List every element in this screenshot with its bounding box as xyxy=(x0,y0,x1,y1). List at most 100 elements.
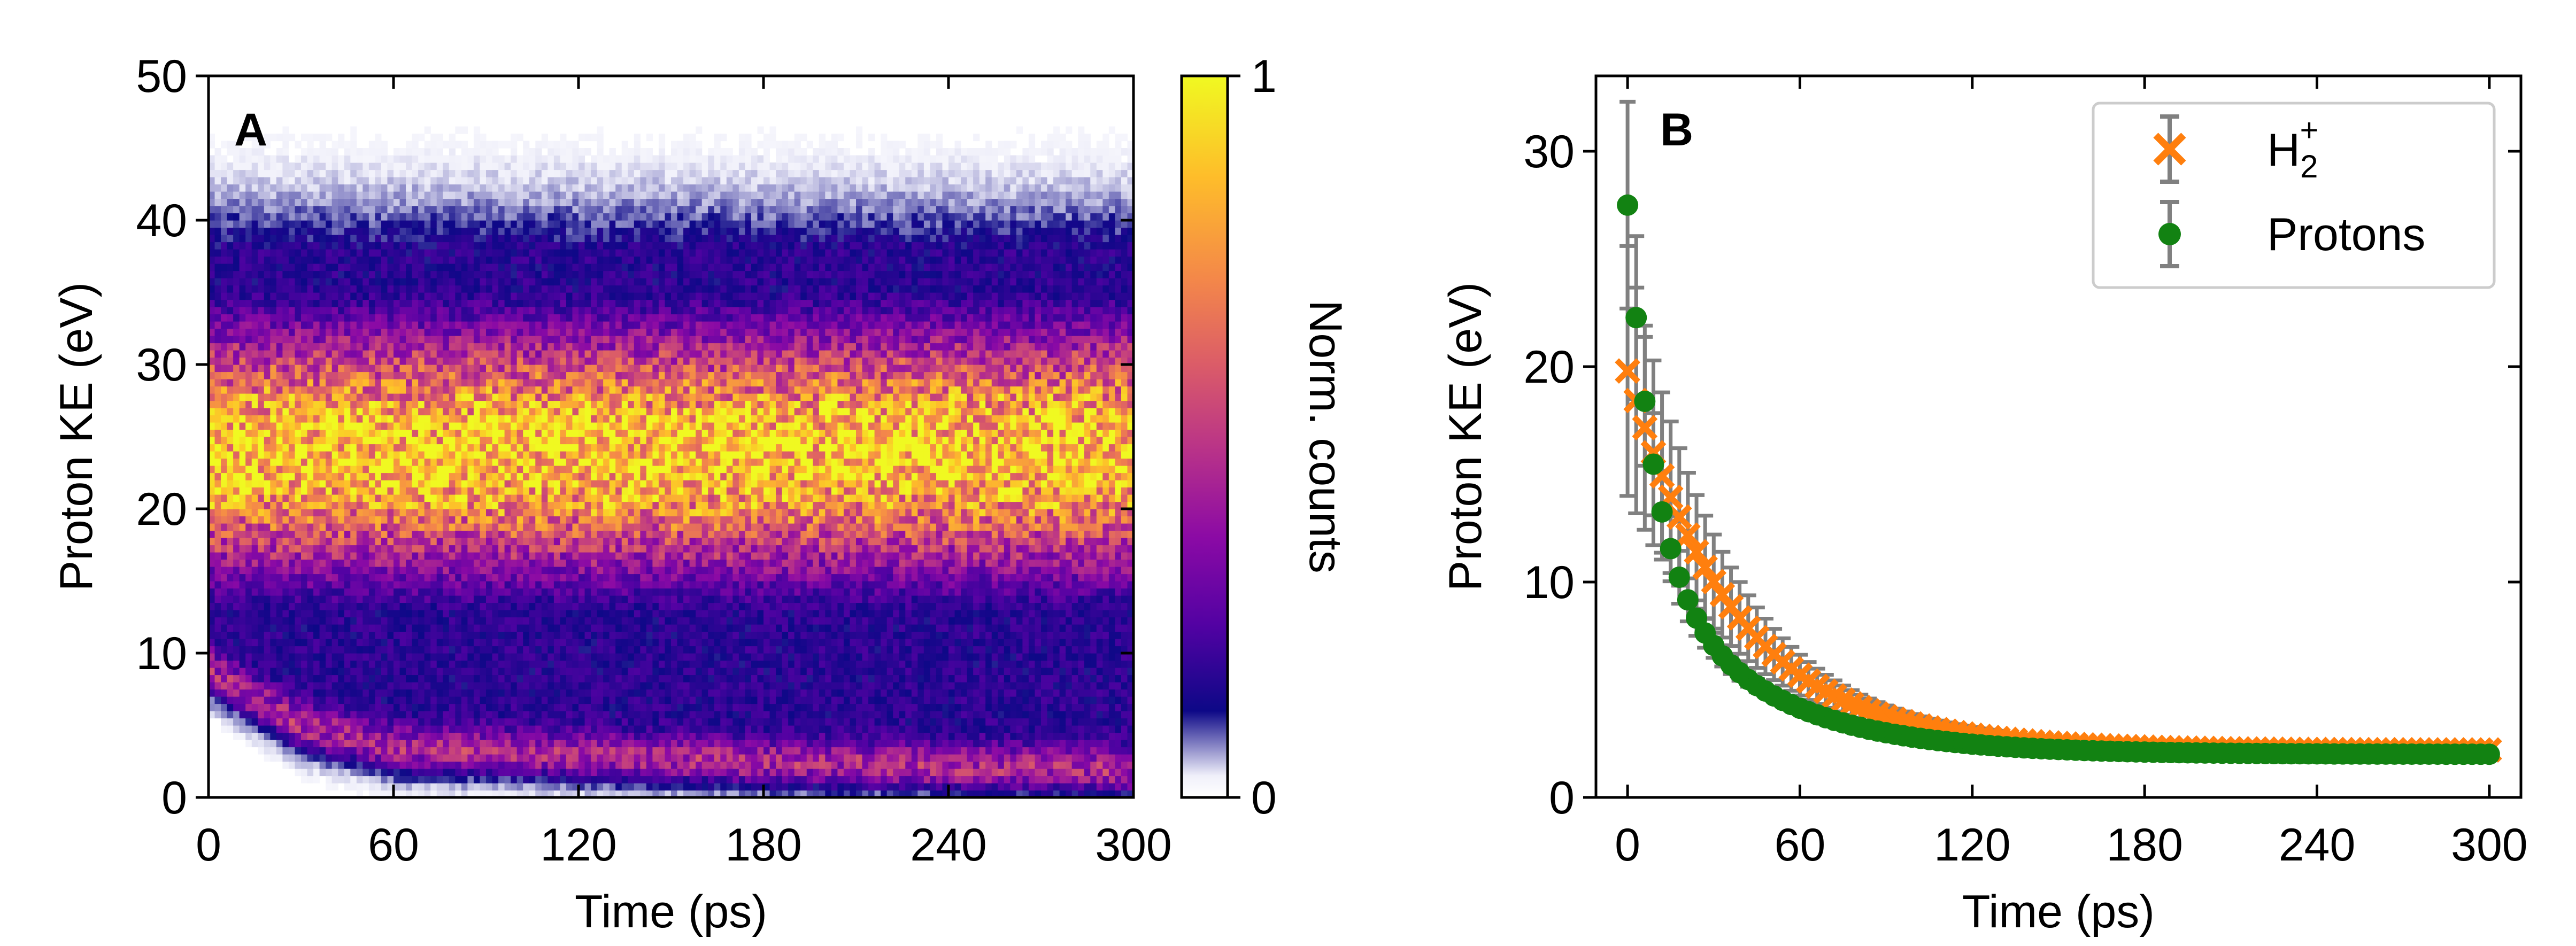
heatmap-cell xyxy=(282,567,289,575)
heatmap-cell xyxy=(436,422,443,430)
heatmap-cell xyxy=(356,220,363,228)
heatmap-cell xyxy=(282,639,289,647)
heatmap-cell xyxy=(245,516,252,524)
heatmap-cell xyxy=(282,509,289,517)
heatmap-cell xyxy=(363,487,369,495)
heatmap-cell xyxy=(529,646,536,654)
heatmap-cell xyxy=(331,538,338,546)
heatmap-cell xyxy=(307,371,314,379)
heatmap-cell xyxy=(387,227,394,235)
heatmap-cell xyxy=(455,509,462,517)
heatmap-cell xyxy=(319,624,326,632)
heatmap-cell xyxy=(418,617,425,625)
heatmap-cell xyxy=(430,725,437,733)
heatmap-cell xyxy=(461,328,468,336)
heatmap-cell xyxy=(553,689,560,697)
heatmap-cell xyxy=(313,307,320,315)
heatmap-cell xyxy=(368,653,375,661)
heatmap-cell xyxy=(473,408,481,416)
heatmap-cell xyxy=(331,235,338,243)
heatmap-cell xyxy=(368,617,375,625)
heatmap-cell xyxy=(307,624,314,632)
heatmap-cell xyxy=(331,718,338,726)
heatmap-cell xyxy=(381,530,388,538)
heatmap-cell xyxy=(356,191,363,199)
heatmap-cell xyxy=(214,249,221,257)
heatmap-cell xyxy=(368,602,375,610)
heatmap-cell xyxy=(430,703,437,711)
heatmap-cell xyxy=(326,494,333,502)
heatmap-cell xyxy=(516,256,523,264)
heatmap-cell xyxy=(381,581,388,589)
heatmap-cell xyxy=(288,206,296,214)
heatmap-cell xyxy=(430,660,437,668)
heatmap-cell xyxy=(381,292,388,300)
heatmap-cell xyxy=(443,256,450,264)
heatmap-cell xyxy=(406,184,413,192)
heatmap-cell xyxy=(516,668,523,676)
heatmap-cell xyxy=(523,595,530,603)
heatmap-cell xyxy=(344,177,351,185)
heatmap-cell xyxy=(535,242,542,250)
heatmap-cell xyxy=(523,371,530,379)
heatmap-cell xyxy=(449,365,456,373)
heatmap-cell xyxy=(239,400,246,408)
heatmap-cell xyxy=(547,530,554,538)
heatmap-cell xyxy=(418,408,425,416)
heatmap-cell xyxy=(221,350,228,358)
heatmap-cell xyxy=(381,538,388,546)
heatmap-cell xyxy=(480,660,487,668)
heatmap-cell xyxy=(251,740,258,748)
heatmap-cell xyxy=(430,134,437,142)
heatmap-cell xyxy=(356,466,363,474)
heatmap-cell xyxy=(282,415,289,423)
heatmap-cell xyxy=(282,588,289,596)
heatmap-cell xyxy=(473,249,481,257)
heatmap-cell xyxy=(282,740,289,748)
heatmap-cell xyxy=(523,740,530,748)
heatmap-cell xyxy=(276,263,283,272)
heatmap-cell xyxy=(449,494,456,502)
heatmap-cell xyxy=(504,169,511,177)
heatmap-cell xyxy=(480,365,487,373)
heatmap-cell xyxy=(239,328,246,336)
heatmap-cell xyxy=(412,148,419,156)
heatmap-cell xyxy=(399,538,406,546)
heatmap-cell xyxy=(461,321,468,329)
heatmap-cell xyxy=(301,350,308,358)
heatmap-cell xyxy=(338,213,345,221)
heatmap-cell xyxy=(375,725,382,733)
heatmap-cell xyxy=(245,437,252,445)
heatmap-cell xyxy=(418,559,425,567)
heatmap-cell xyxy=(430,480,437,488)
heatmap-cell xyxy=(239,256,246,264)
heatmap-cell xyxy=(381,595,388,603)
heatmap-cell xyxy=(344,573,351,581)
heatmap-cell xyxy=(461,501,468,509)
heatmap-cell xyxy=(295,336,302,344)
heatmap-cell xyxy=(239,660,246,668)
heatmap-cell xyxy=(529,278,536,286)
heatmap-cell xyxy=(245,328,252,336)
heatmap-cell xyxy=(276,422,283,430)
heatmap-cell xyxy=(307,530,314,538)
heatmap-cell xyxy=(406,776,413,784)
heatmap-cell xyxy=(356,321,363,329)
heatmap-cell xyxy=(326,668,333,676)
heatmap-cell xyxy=(436,379,443,387)
heatmap-cell xyxy=(326,429,333,437)
heatmap-cell xyxy=(295,270,302,278)
heatmap-cell xyxy=(270,415,277,423)
heatmap-cell xyxy=(264,437,271,445)
heatmap-cell xyxy=(480,213,487,221)
heatmap-cell xyxy=(356,747,363,755)
heatmap-cell xyxy=(221,588,228,596)
heatmap-cell xyxy=(467,530,474,538)
heatmap-cell xyxy=(511,285,518,293)
heatmap-cell xyxy=(227,602,234,610)
heatmap-cell xyxy=(245,343,252,351)
heatmap-cell xyxy=(356,682,363,690)
heatmap-cell xyxy=(313,639,320,647)
heatmap-cell xyxy=(449,689,456,697)
heatmap-cell xyxy=(486,674,493,683)
